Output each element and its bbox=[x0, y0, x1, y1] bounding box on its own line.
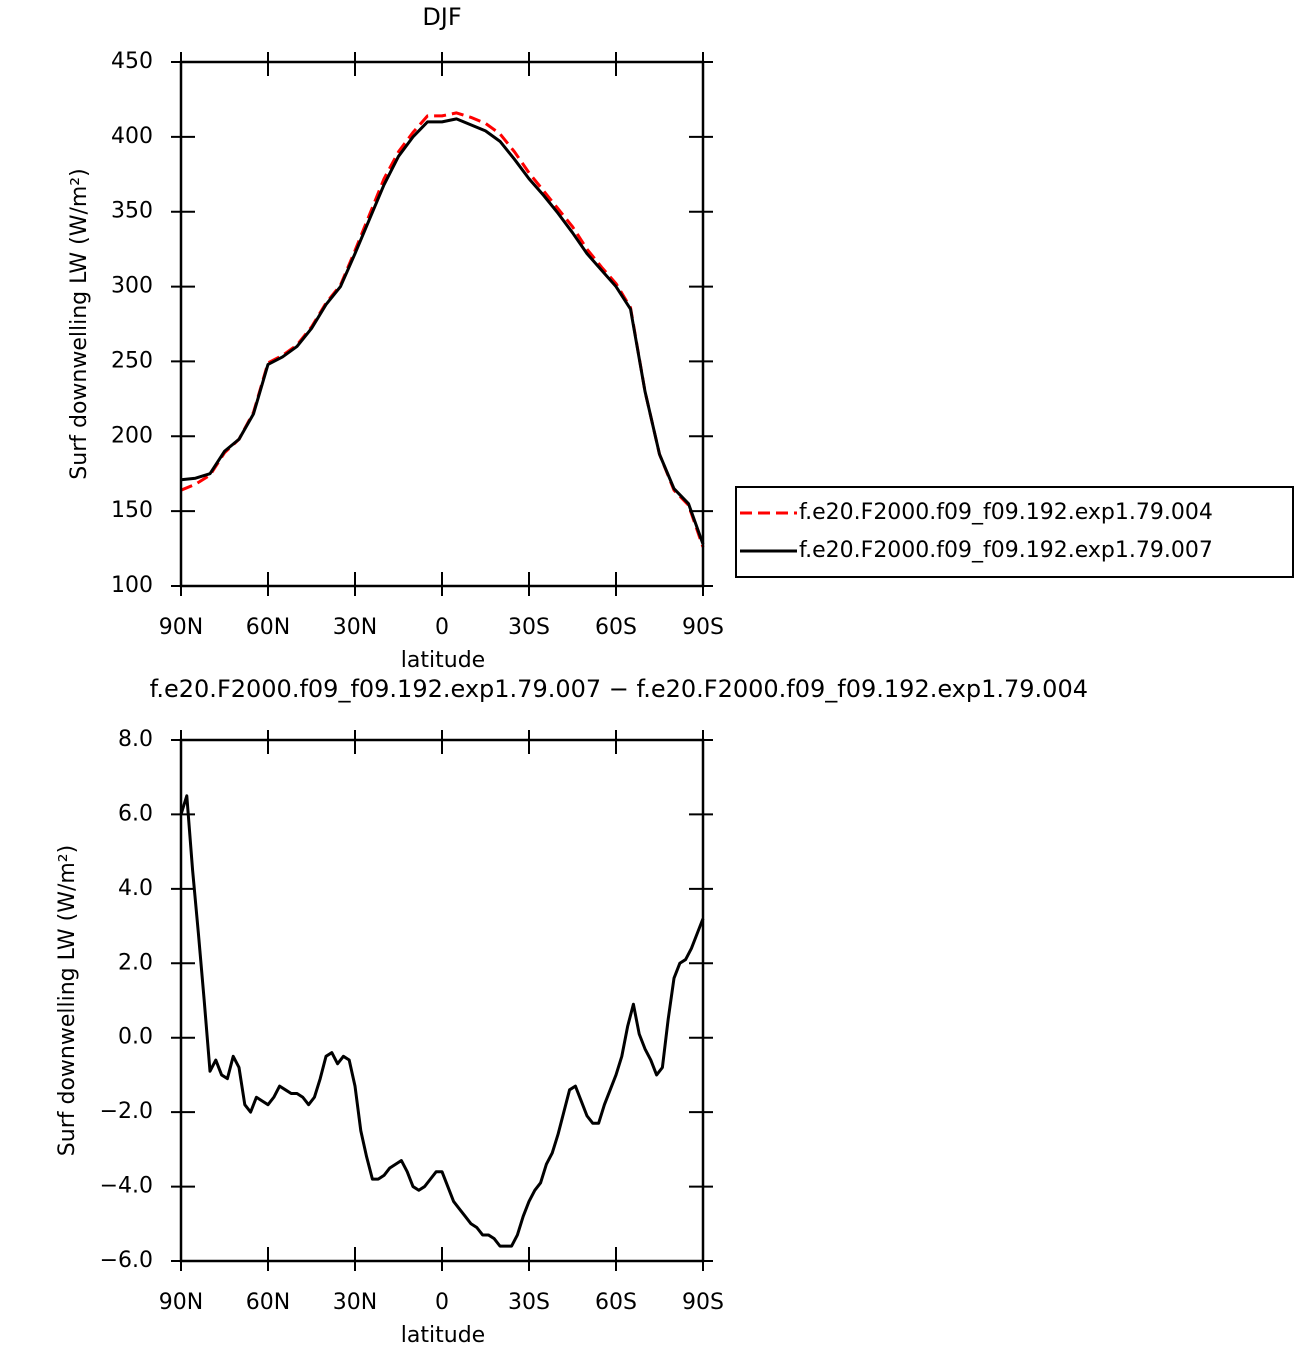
y-tick-label: −2.0 bbox=[100, 1099, 153, 1124]
y-axis-label: Surf downwelling LW (W/m²) bbox=[55, 845, 80, 1156]
chart-title: DJF bbox=[422, 3, 461, 31]
plot-frame bbox=[179, 60, 705, 588]
y-tick-label: 2.0 bbox=[118, 950, 153, 975]
chart-title: f.e20.F2000.f09_f09.192.exp1.79.007 − f.… bbox=[150, 675, 1088, 703]
y-tick-label: 450 bbox=[111, 49, 153, 74]
x-axis-label: latitude bbox=[401, 1323, 485, 1348]
y-axis-label: Surf downwelling LW (W/m²) bbox=[67, 168, 92, 479]
y-tick-label: 150 bbox=[111, 498, 153, 523]
x-tick-label: 0 bbox=[435, 615, 449, 640]
data-line bbox=[180, 117, 705, 545]
x-tick-label: 30N bbox=[333, 615, 377, 640]
x-tick-label: 0 bbox=[435, 1290, 449, 1315]
x-tick-label: 60N bbox=[246, 615, 290, 640]
y-tick-label: 300 bbox=[111, 274, 153, 299]
legend-label: f.e20.F2000.f09_f09.192.exp1.79.007 bbox=[799, 538, 1213, 563]
y-tick-label: 200 bbox=[111, 423, 153, 448]
x-tick-label: 30S bbox=[508, 1290, 550, 1315]
x-tick-label: 60S bbox=[595, 615, 637, 640]
y-tick-label: 250 bbox=[111, 348, 153, 373]
x-tick-label: 90N bbox=[159, 615, 203, 640]
x-axis-label: latitude bbox=[401, 648, 485, 673]
plot-frame bbox=[179, 738, 705, 1263]
x-tick-label: 90S bbox=[682, 1290, 724, 1315]
y-tick-label: 100 bbox=[111, 573, 153, 598]
x-tick-label: 30N bbox=[333, 1290, 377, 1315]
y-tick-label: 400 bbox=[111, 124, 153, 149]
x-tick-label: 60S bbox=[595, 1290, 637, 1315]
legend-label: f.e20.F2000.f09_f09.192.exp1.79.004 bbox=[799, 500, 1213, 525]
y-tick-label: 0.0 bbox=[118, 1025, 153, 1050]
y-tick-label: 350 bbox=[111, 199, 153, 224]
y-tick-label: 4.0 bbox=[118, 876, 153, 901]
y-tick-label: −4.0 bbox=[100, 1174, 153, 1199]
x-tick-label: 90N bbox=[159, 1290, 203, 1315]
y-tick-label: −6.0 bbox=[100, 1248, 153, 1273]
x-tick-label: 30S bbox=[508, 615, 550, 640]
data-line bbox=[180, 111, 705, 548]
legend-box bbox=[735, 486, 1294, 578]
x-tick-label: 90S bbox=[682, 615, 724, 640]
x-tick-label: 60N bbox=[246, 1290, 290, 1315]
y-tick-label: 6.0 bbox=[118, 801, 153, 826]
y-tick-label: 8.0 bbox=[118, 727, 153, 752]
data-line bbox=[179, 794, 705, 1248]
